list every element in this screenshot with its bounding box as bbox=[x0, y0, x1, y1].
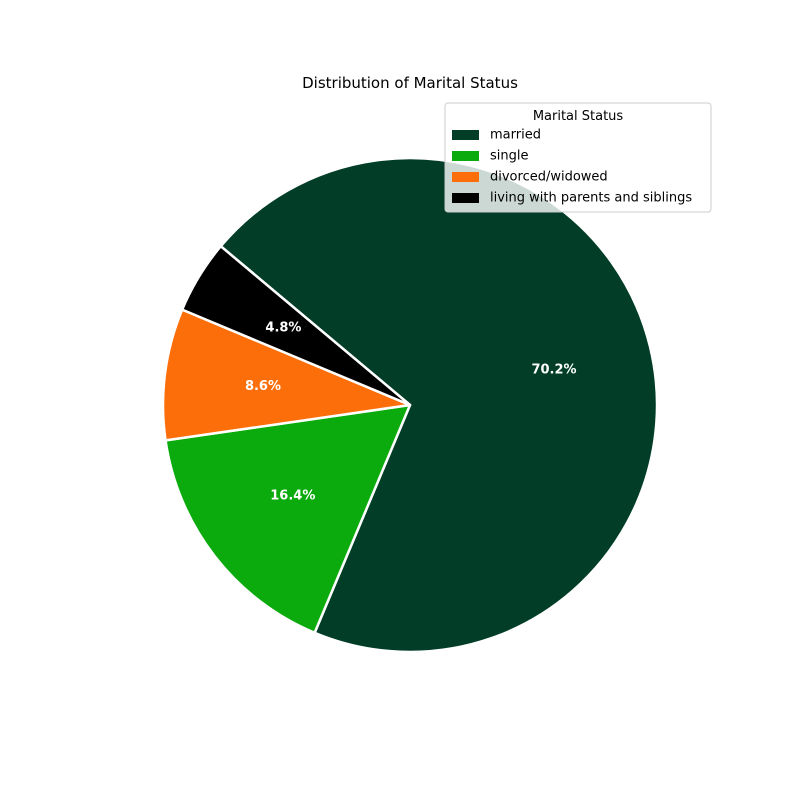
pct-label-single: 16.4% bbox=[270, 488, 315, 503]
pie-slices bbox=[161, 156, 659, 654]
legend-item-living-with-parents-and-siblings: living with parents and siblings bbox=[452, 191, 692, 206]
legend-items: married single divorced/widowed living with… bbox=[452, 128, 692, 206]
legend: Marital Status married single divorced/wid… bbox=[444, 102, 712, 213]
pct-label-living-with-parents-and-siblings: 4.8% bbox=[265, 320, 301, 335]
legend-swatch bbox=[452, 172, 479, 182]
legend-item-divorced-widowed: divorced/widowed bbox=[452, 170, 608, 185]
pie-slice-married bbox=[219, 156, 659, 654]
legend-swatch bbox=[452, 130, 479, 140]
legend-label: married bbox=[490, 128, 541, 143]
legend-frame bbox=[444, 102, 712, 213]
legend-label: single bbox=[490, 149, 529, 164]
pct-label-married: 70.2% bbox=[531, 363, 576, 378]
pie-percent-labels: 70.2% 16.4% 8.6% 4.8% bbox=[245, 320, 577, 503]
pie-slice-divorced-widowed bbox=[161, 308, 412, 442]
pie-slice-single bbox=[164, 403, 412, 635]
legend-swatch bbox=[452, 193, 479, 203]
legend-item-single: single bbox=[452, 149, 529, 164]
pie-slice-living-with-parents-and-siblings bbox=[180, 244, 412, 407]
legend-title: Marital Status bbox=[533, 109, 624, 124]
legend-swatch bbox=[452, 151, 479, 161]
legend-item-married: married bbox=[452, 128, 541, 143]
pct-label-divorced-widowed: 8.6% bbox=[245, 379, 281, 394]
legend-label: living with parents and siblings bbox=[490, 191, 692, 206]
legend-label: divorced/widowed bbox=[490, 170, 608, 185]
chart-title: Distribution of Marital Status bbox=[302, 74, 518, 92]
